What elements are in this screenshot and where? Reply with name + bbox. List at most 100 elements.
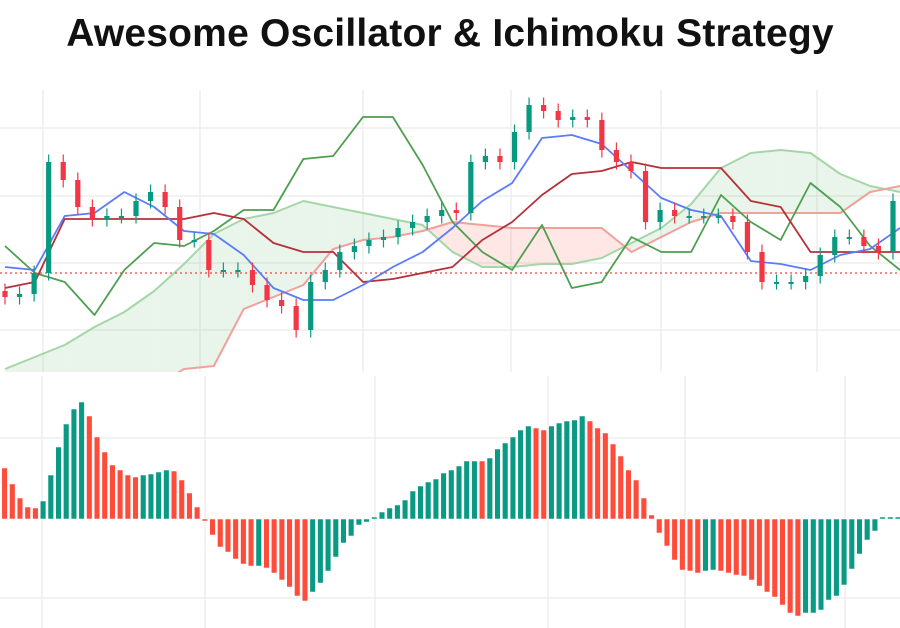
ao-bar-red bbox=[217, 518, 224, 548]
ao-bar-green bbox=[871, 518, 878, 532]
ao-bar-green bbox=[325, 518, 332, 572]
ao-bar-green bbox=[494, 448, 501, 520]
ao-bar-red bbox=[278, 518, 285, 581]
ao-bar-green bbox=[525, 425, 532, 520]
ao-bar-green bbox=[340, 518, 347, 544]
ao-bar-red bbox=[756, 518, 763, 587]
ao-bar-red bbox=[733, 518, 740, 576]
ao-bar-green bbox=[140, 474, 147, 520]
ichimoku-lines bbox=[0, 116, 900, 372]
candle-bullish bbox=[147, 192, 154, 201]
candle-bearish bbox=[177, 207, 183, 240]
ao-bar-red bbox=[687, 518, 694, 572]
cloud-segment-bullish bbox=[721, 153, 751, 213]
ao-bar-green bbox=[509, 436, 516, 520]
ao-bar-red bbox=[640, 497, 647, 520]
candle-bearish bbox=[75, 180, 81, 207]
candle-bullish bbox=[715, 216, 721, 218]
candle-bullish bbox=[220, 270, 226, 272]
cloud-segment-bearish bbox=[601, 228, 632, 258]
chart-title: Awesome Oscillator & Ichimoku Strategy bbox=[66, 12, 834, 55]
ao-bar-green bbox=[833, 518, 840, 597]
candle-bearish bbox=[89, 207, 95, 219]
ao-bar-red bbox=[779, 518, 786, 606]
ao-bar-red bbox=[109, 464, 116, 520]
candle-bullish bbox=[31, 273, 37, 294]
candle-bullish bbox=[46, 162, 52, 273]
candle-bearish bbox=[541, 105, 547, 111]
ao-bar-red bbox=[16, 497, 24, 520]
ao-bar-green bbox=[825, 518, 832, 601]
candle-bearish bbox=[875, 246, 882, 252]
candle-bearish bbox=[249, 270, 256, 285]
ao-bar-red bbox=[301, 518, 309, 602]
ao-bar-red bbox=[201, 518, 208, 522]
ao-bar-red bbox=[633, 479, 640, 520]
ao-bar-red bbox=[224, 518, 231, 553]
ao-bar-red bbox=[209, 518, 216, 536]
ao-bar-green bbox=[63, 423, 70, 520]
ao-bar-green bbox=[579, 415, 586, 520]
candle-bullish bbox=[424, 216, 430, 222]
ao-bar-green bbox=[440, 472, 447, 520]
candle-bearish bbox=[744, 222, 751, 252]
candle-bearish bbox=[672, 210, 678, 216]
candle-bearish bbox=[453, 210, 459, 213]
senkou-span-a-line bbox=[4, 149, 900, 370]
candle-bearish bbox=[264, 285, 270, 300]
ao-bar-green bbox=[78, 401, 85, 520]
candle-bearish bbox=[861, 237, 867, 246]
ao-bar-green bbox=[548, 425, 555, 520]
candle-bullish bbox=[191, 240, 197, 242]
ao-bar-green bbox=[864, 518, 871, 541]
candlesticks bbox=[2, 97, 896, 338]
ao-bar-red bbox=[671, 518, 678, 561]
ao-bar-green bbox=[841, 518, 848, 586]
ao-bar-green bbox=[394, 504, 401, 520]
candle-bearish bbox=[730, 216, 736, 222]
kumo-cloud bbox=[5, 150, 900, 372]
cloud-segment-bullish bbox=[333, 207, 363, 249]
ao-bar-green bbox=[448, 469, 455, 520]
ao-bar-green bbox=[255, 518, 262, 567]
ao-bar-red bbox=[656, 518, 663, 534]
ao-bar-green bbox=[317, 518, 324, 584]
ao-bar-green bbox=[409, 490, 416, 520]
candle-bullish bbox=[380, 237, 387, 240]
ao-bar-green bbox=[571, 419, 578, 520]
ao-bar-red bbox=[101, 451, 108, 520]
ao-bar-green bbox=[702, 518, 709, 572]
ao-bar-green bbox=[147, 473, 154, 520]
grid-lines bbox=[0, 90, 900, 628]
ao-bar-green bbox=[710, 518, 717, 571]
awesome-oscillator-panel bbox=[1, 401, 900, 617]
cloud-segment-bullish bbox=[213, 219, 244, 366]
ao-bar-red bbox=[232, 518, 239, 560]
cloud-segment-bullish bbox=[780, 150, 811, 213]
ao-bar-red bbox=[725, 518, 732, 574]
ao-bar-green bbox=[425, 481, 432, 520]
cloud-segment-bullish bbox=[810, 153, 841, 213]
ao-bar-green bbox=[856, 518, 863, 555]
candle-bullish bbox=[366, 240, 372, 246]
candle-bearish bbox=[555, 111, 561, 120]
ao-bar-green bbox=[817, 518, 825, 611]
ao-bar-green bbox=[55, 446, 62, 520]
cloud-segment-bullish bbox=[750, 150, 781, 213]
candle-bearish bbox=[2, 291, 8, 297]
ao-bar-green bbox=[363, 518, 370, 523]
ao-bar-red bbox=[240, 518, 247, 565]
ao-bar-red bbox=[178, 479, 185, 520]
kijun-sen-line bbox=[4, 161, 900, 289]
ao-bar-green bbox=[802, 518, 809, 614]
candle-bullish bbox=[846, 237, 852, 239]
cloud-segment-bullish bbox=[661, 204, 692, 237]
ao-bar-red bbox=[24, 506, 31, 520]
ao-bar-green bbox=[887, 516, 894, 520]
candle-bullish bbox=[657, 210, 663, 222]
candle-bullish bbox=[832, 237, 838, 255]
candle-bullish bbox=[482, 156, 488, 162]
ao-bar-green bbox=[486, 457, 493, 520]
ao-bar-red bbox=[679, 518, 686, 571]
cloud-segment-bullish bbox=[64, 327, 95, 372]
